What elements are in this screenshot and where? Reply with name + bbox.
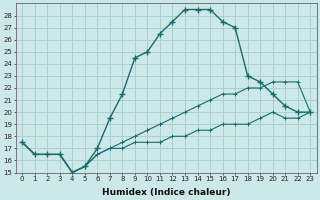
X-axis label: Humidex (Indice chaleur): Humidex (Indice chaleur) [102,188,230,197]
